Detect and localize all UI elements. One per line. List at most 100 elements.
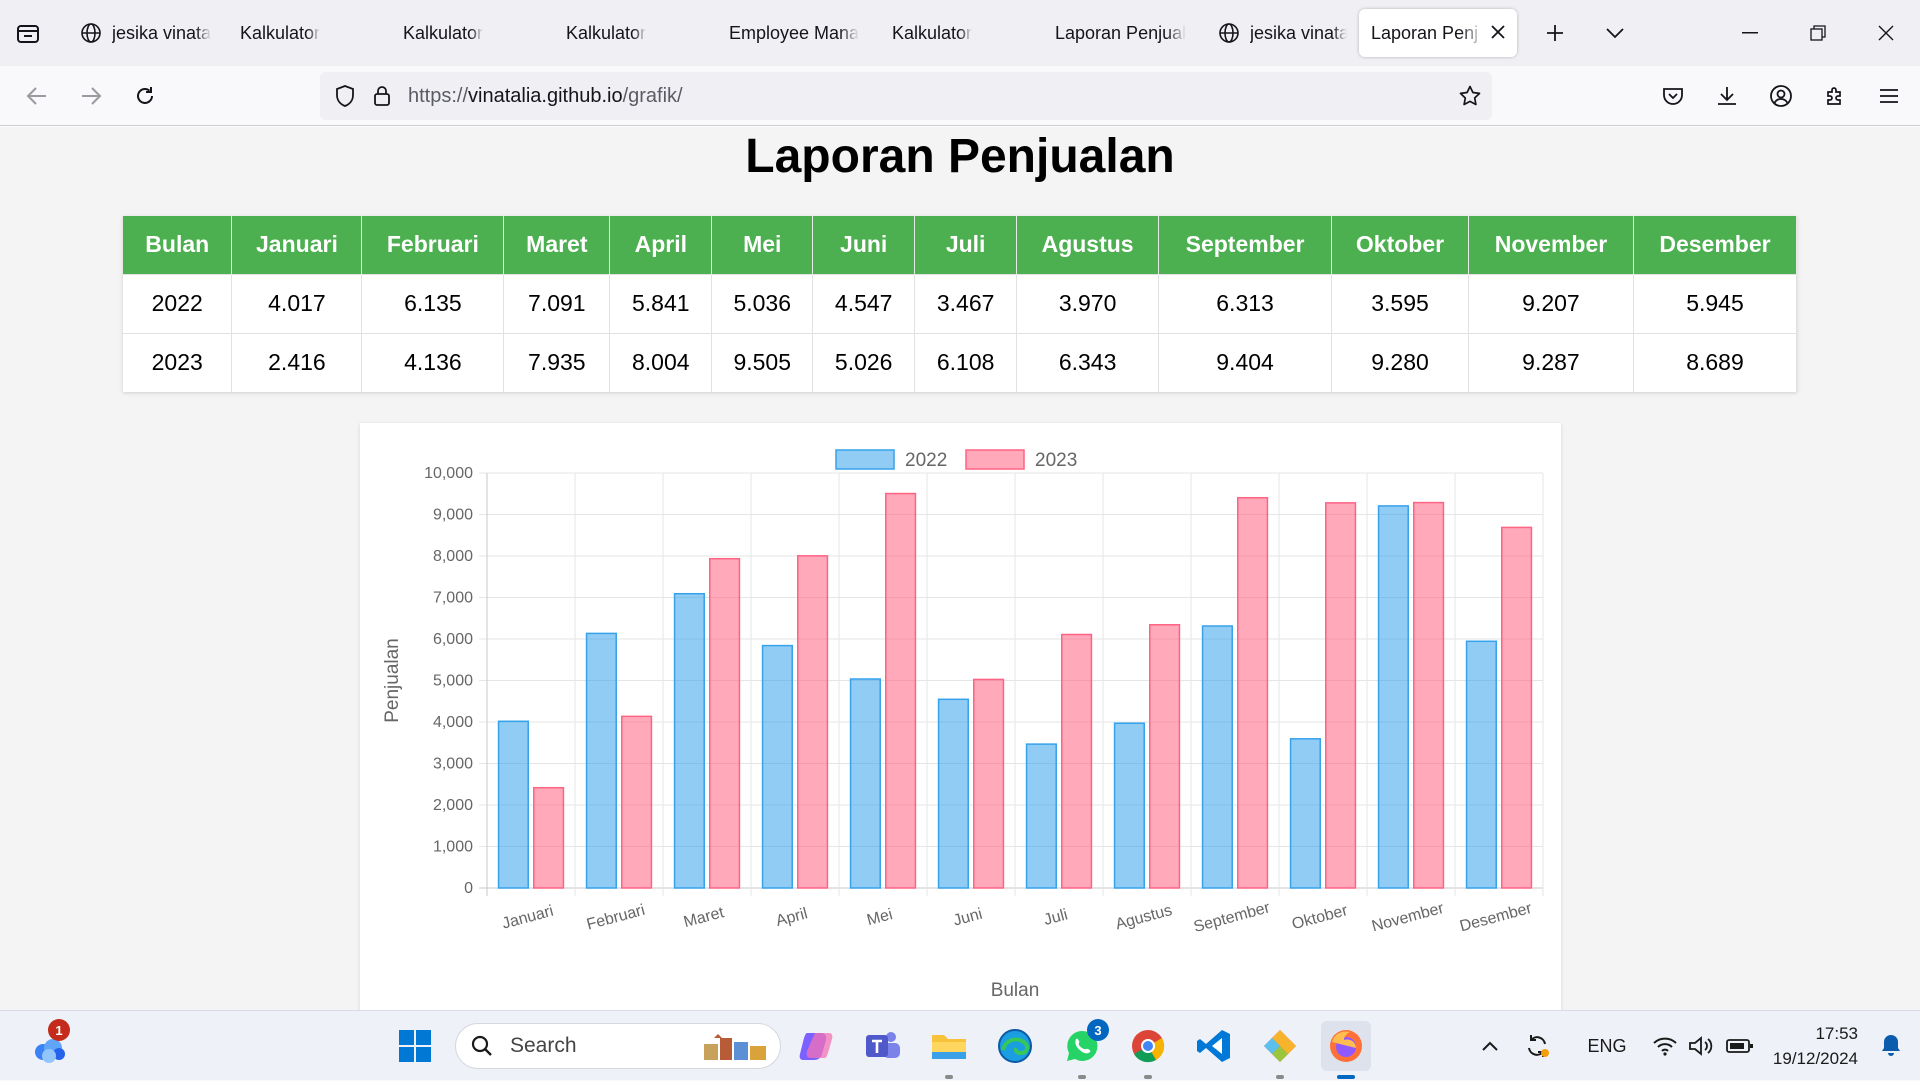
bar-2023-juli	[1061, 633, 1093, 889]
start-button[interactable]	[390, 1021, 440, 1071]
bar-2022-september	[1201, 625, 1233, 889]
table-header-cell: Desember	[1633, 216, 1798, 274]
extensions-button[interactable]	[1808, 69, 1862, 123]
sales-value-cell: 6.313	[1158, 273, 1333, 333]
tracking-protection-icon[interactable]	[334, 84, 356, 108]
show-hidden-icons-button[interactable]	[1470, 1040, 1510, 1052]
table-header-cell: April	[609, 216, 713, 274]
tab[interactable]: Employee Mana	[717, 9, 880, 57]
plus-icon	[1547, 25, 1563, 41]
table-header-cell: Mei	[711, 216, 814, 274]
taskbar-search[interactable]: Search	[455, 1023, 781, 1069]
table-header-cell: Juli	[914, 216, 1018, 274]
git-client-button[interactable]	[1255, 1021, 1305, 1079]
whatsapp-button[interactable]: 3	[1057, 1019, 1109, 1079]
volume-icon[interactable]	[1688, 1035, 1714, 1057]
arrow-left-icon	[26, 86, 46, 105]
pocket-button[interactable]	[1646, 69, 1700, 123]
table-header-cell: September	[1158, 216, 1333, 274]
firefox-icon	[1330, 1030, 1362, 1062]
sync-status-button[interactable]	[1510, 1032, 1564, 1060]
chevron-down-icon	[1606, 28, 1624, 39]
close-window-button[interactable]	[1852, 0, 1920, 66]
taskbar-clock[interactable]: 17:53 19/12/2024	[1773, 1021, 1858, 1071]
sales-value-cell: 8.689	[1633, 332, 1798, 392]
input-language[interactable]: ENG	[1587, 1035, 1627, 1056]
restore-button[interactable]	[1784, 0, 1852, 66]
tab[interactable]: Kalkulator	[391, 9, 554, 57]
tab[interactable]: Kalkulator	[228, 9, 391, 57]
reload-button[interactable]	[118, 69, 172, 123]
forward-button[interactable]	[64, 69, 118, 123]
sales-value-cell: 5.036	[711, 273, 814, 333]
bar-2023-februari	[621, 715, 653, 889]
sales-bar-chart: 0 1,000 2,000 3,000 4,000 5,000 6,000 7,000 8,00…	[382, 449, 1544, 1001]
minimize-icon	[1742, 32, 1758, 34]
firefox-button[interactable]	[1321, 1021, 1371, 1079]
sales-value-cell: 3.595	[1331, 273, 1469, 333]
running-indicator	[1144, 1075, 1152, 1079]
y-tick-label: 2,000	[433, 797, 473, 814]
new-tab-button[interactable]	[1525, 0, 1585, 66]
bar-2022-mei	[849, 678, 881, 889]
sales-value-cell: 9.280	[1331, 332, 1469, 392]
battery-icon[interactable]	[1726, 1038, 1754, 1054]
tab[interactable]: jesika vinata	[1206, 9, 1359, 57]
tab[interactable]: Kalkulator	[554, 9, 717, 57]
tab-active[interactable]: Laporan Penj	[1359, 9, 1517, 57]
table-header-cell: Februari	[361, 216, 505, 274]
year-cell: 2023	[123, 332, 233, 392]
tab-label: Kalkulator	[240, 22, 321, 43]
y-tick-label: 7,000	[433, 590, 473, 607]
bookmark-star-button[interactable]	[1458, 84, 1482, 108]
table-header-row: Bulan Januari Februari Maret April Mei Juni Jul…	[123, 216, 1798, 274]
x-tick-label: Oktober	[1290, 902, 1350, 933]
vscode-button[interactable]	[1189, 1021, 1239, 1071]
download-icon	[1718, 87, 1736, 105]
url-text[interactable]: https://vinatalia.github.io/grafik/	[408, 85, 683, 108]
tab-label: Laporan Penj	[1371, 22, 1479, 43]
app-menu-button[interactable]	[1862, 69, 1916, 123]
git-app-icon	[1264, 1030, 1296, 1062]
widgets-button[interactable]: 1	[24, 1019, 74, 1071]
minimize-button[interactable]	[1716, 0, 1784, 66]
bar-2023-desember	[1501, 526, 1533, 889]
tab[interactable]: jesika vinata	[68, 9, 228, 57]
widgets-badge: 1	[48, 1019, 70, 1041]
x-tick-label: Maret	[682, 904, 726, 931]
clock-date: 19/12/2024	[1772, 1049, 1858, 1068]
vscode-icon	[1197, 1030, 1230, 1062]
notifications-button[interactable]	[1880, 1033, 1902, 1057]
wifi-icon[interactable]	[1652, 1035, 1678, 1057]
chrome-button[interactable]	[1123, 1021, 1173, 1079]
tab[interactable]: Laporan Penjual	[1043, 9, 1206, 57]
restore-icon	[1810, 25, 1826, 41]
list-all-tabs-button[interactable]	[1585, 0, 1645, 66]
windows-taskbar: 1 Search 3	[0, 1010, 1920, 1080]
file-explorer-button[interactable]	[924, 1021, 974, 1079]
address-bar[interactable]: https://vinatalia.github.io/grafik/	[320, 72, 1492, 120]
edge-button[interactable]	[990, 1021, 1040, 1071]
sales-value-cell: 5.841	[609, 273, 713, 333]
chevron-up-icon	[1482, 1041, 1498, 1051]
back-button[interactable]	[10, 69, 64, 123]
sales-value-cell: 6.135	[361, 273, 505, 333]
x-tick-label: April	[774, 905, 809, 930]
close-tab-button[interactable]	[1491, 22, 1505, 45]
bar-2023-mei	[885, 492, 917, 889]
year-cell: 2022	[123, 273, 233, 333]
firefox-view-button[interactable]	[0, 0, 56, 66]
lock-icon[interactable]	[372, 84, 392, 108]
tab-label: Employee Mana	[729, 22, 860, 43]
table-header-cell: Januari	[231, 216, 363, 274]
copilot-button[interactable]	[793, 1021, 843, 1071]
pocket-icon	[1663, 88, 1683, 105]
tab[interactable]: Kalkulator	[880, 9, 1043, 57]
account-button[interactable]	[1754, 69, 1808, 123]
running-indicator	[1078, 1075, 1086, 1079]
downloads-button[interactable]	[1700, 69, 1754, 123]
bar-2023-oktober	[1325, 502, 1357, 889]
active-indicator	[1337, 1075, 1355, 1079]
tab-label: Kalkulator	[566, 22, 647, 43]
teams-button[interactable]	[858, 1021, 908, 1071]
